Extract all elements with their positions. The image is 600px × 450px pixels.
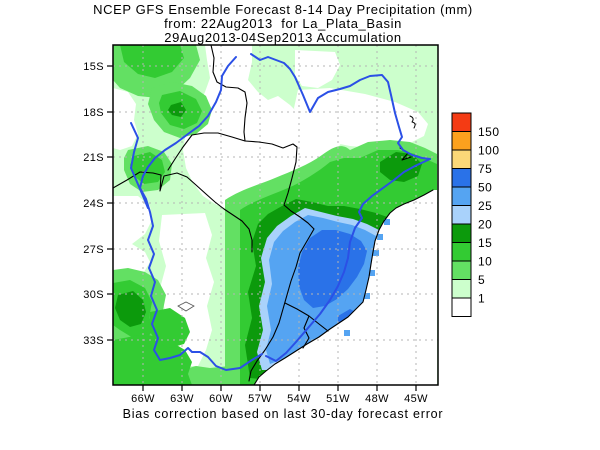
coastline (253, 189, 434, 385)
lat-tick-label: 18S (83, 107, 104, 119)
river-paraguay (139, 56, 263, 371)
lon-tick-label: 63W (170, 393, 194, 405)
lon-tick-label: 48W (365, 393, 389, 405)
lat-tick-label: 21S (83, 152, 104, 164)
border-argentina-west (113, 171, 253, 253)
colorbar-tick-label: 15 (478, 236, 492, 250)
lat-tick-label: 33S (83, 335, 104, 347)
colorbar-cell-c20 (451, 205, 472, 225)
border-bolivia-brazil (210, 45, 248, 142)
footer-caption: Bias correction based on last 30-day for… (123, 407, 444, 421)
title-line-3: 29Aug2013-04Sep2013 Accumulation (164, 30, 401, 45)
colorbar-cell-c15 (451, 223, 472, 243)
lon-tick-label: 57W (248, 393, 272, 405)
ocean-region (254, 190, 437, 385)
colorbar-tick-label: 25 (478, 199, 492, 213)
colorbar-tick-label: 10 (478, 255, 492, 269)
colorbar-tick-label: 5 (478, 273, 485, 287)
lat-tick-label: 24S (83, 198, 104, 210)
rivers (130, 53, 431, 371)
colorbar-cell-c25 (451, 186, 472, 206)
colorbar-cell-c10 (451, 242, 472, 262)
coastal-precip-cells (344, 219, 390, 336)
colorbar-cell-c1 (451, 279, 472, 299)
lat-tick-label: 27S (83, 244, 104, 256)
colorbar-cell-c75 (451, 149, 472, 169)
lon-tick-label: 51W (326, 393, 350, 405)
colorbar-labels: 150 100 75 50 25 20 15 10 5 1 (478, 125, 500, 306)
colorbar-tick-label: 50 (478, 181, 492, 195)
river-uruguay (265, 158, 431, 362)
title-line-2: from: 22Aug2013 for La_Plata_Basin (164, 16, 402, 31)
lon-tick-label: 60W (209, 393, 233, 405)
colorbar (451, 112, 472, 317)
map-frame (112, 44, 439, 386)
river-pilcomayo (130, 122, 149, 209)
colorbar-cell-c0 (451, 297, 472, 317)
precip-southwest-green (113, 268, 258, 385)
axis-ticks (107, 65, 417, 391)
precip-blue-core (257, 208, 392, 370)
map-plot (113, 45, 438, 385)
lon-tick-label: 54W (287, 393, 311, 405)
colorbar-cell-c5 (451, 260, 472, 280)
longitude-axis: 66W 63W 60W 57W 54W 51W 48W 45W (131, 393, 428, 405)
colorbar-tick-label: 1 (478, 292, 485, 306)
country-borders (113, 45, 434, 385)
lat-tick-label: 30S (83, 289, 104, 301)
border-paraguay-brazil-argentina (244, 140, 315, 382)
colorbar-cell-c50 (451, 168, 472, 188)
grid-lines (113, 45, 438, 385)
colorbar-tick-label: 75 (478, 162, 492, 176)
lat-tick-label: 15S (83, 61, 104, 73)
border-bolivia-paraguay (167, 132, 246, 171)
river-parana-upper (250, 53, 431, 160)
colorbar-cell-c150 (451, 112, 472, 132)
colorbar-tick-label: 20 (478, 218, 492, 232)
latitude-axis: 15S 18S 21S 24S 27S 30S 33S (83, 61, 104, 347)
colorbar-tick-label: 100 (478, 144, 500, 158)
colorbar-tick-label: 150 (478, 125, 500, 139)
title-line-1: NCEP GFS Ensemble Forecast 8-14 Day Prec… (93, 2, 473, 17)
lon-tick-label: 45W (404, 393, 428, 405)
lon-tick-label: 66W (131, 393, 155, 405)
border-uruguay-brazil (284, 302, 329, 349)
colorbar-cell-c100 (451, 131, 472, 151)
map-title: NCEP GFS Ensemble Forecast 8-14 Day Prec… (93, 2, 473, 45)
